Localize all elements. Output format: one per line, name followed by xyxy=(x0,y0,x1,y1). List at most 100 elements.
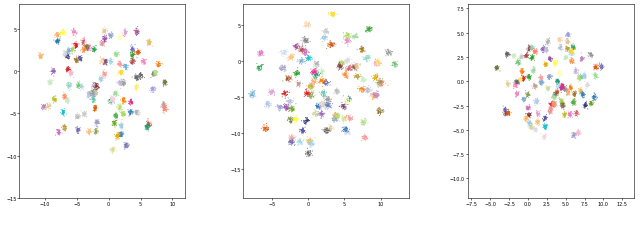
Point xyxy=(100,74,110,78)
Point xyxy=(52,128,63,132)
Point xyxy=(52,131,63,135)
Point xyxy=(536,83,546,87)
Point xyxy=(72,86,83,89)
Point xyxy=(510,55,520,58)
Point xyxy=(92,83,102,86)
Point xyxy=(550,62,561,66)
Point xyxy=(307,86,317,90)
Point xyxy=(550,96,560,100)
Point xyxy=(570,97,580,101)
Point xyxy=(97,44,108,47)
Point xyxy=(276,50,286,54)
Point xyxy=(516,71,527,75)
Point xyxy=(362,90,372,94)
Point xyxy=(513,82,523,86)
Point xyxy=(372,60,382,63)
Point xyxy=(287,119,298,123)
Point xyxy=(111,92,122,96)
Point xyxy=(45,83,55,86)
Point xyxy=(570,72,580,76)
Point xyxy=(319,103,330,106)
Point xyxy=(529,67,540,71)
Point xyxy=(556,48,566,52)
Point xyxy=(572,132,582,136)
Point xyxy=(374,81,385,85)
Point xyxy=(288,140,298,143)
Point xyxy=(70,45,81,49)
Point xyxy=(300,21,310,25)
Point xyxy=(284,56,294,60)
Point xyxy=(358,47,368,51)
Point xyxy=(579,74,589,78)
Point xyxy=(525,47,535,51)
Point xyxy=(572,114,582,118)
Point xyxy=(355,87,365,91)
Point xyxy=(316,80,326,83)
Point xyxy=(567,51,577,55)
Point xyxy=(300,38,310,42)
Point xyxy=(548,93,559,97)
Point xyxy=(522,116,532,119)
Point xyxy=(99,44,109,47)
Point xyxy=(569,102,579,106)
Point xyxy=(106,34,116,37)
Point xyxy=(120,32,130,36)
Point xyxy=(512,79,522,83)
Point xyxy=(511,83,522,87)
Point xyxy=(100,59,110,63)
Point xyxy=(100,73,111,76)
Point xyxy=(108,147,118,150)
Point xyxy=(371,95,381,99)
Point xyxy=(117,35,127,39)
Point xyxy=(542,43,552,47)
Point xyxy=(127,54,137,57)
Point xyxy=(342,39,353,43)
Point xyxy=(118,113,129,117)
Point xyxy=(118,36,128,40)
Point xyxy=(371,65,381,68)
Point xyxy=(502,110,512,114)
Point xyxy=(534,99,544,103)
Point xyxy=(317,69,328,73)
Point xyxy=(554,98,564,102)
Point xyxy=(570,92,580,96)
Point xyxy=(49,69,60,73)
Point xyxy=(372,60,382,63)
Point xyxy=(344,59,354,63)
Point xyxy=(144,40,154,43)
Point xyxy=(554,85,564,89)
Point xyxy=(300,23,310,26)
Point xyxy=(140,126,150,130)
Point xyxy=(502,53,513,57)
Point xyxy=(141,126,151,129)
Point xyxy=(543,86,553,89)
Point xyxy=(518,98,528,102)
Point xyxy=(556,49,566,52)
Point xyxy=(522,112,532,116)
Point xyxy=(306,140,316,144)
Point xyxy=(516,78,526,82)
Point xyxy=(282,77,292,81)
Point xyxy=(307,85,317,88)
Point xyxy=(550,65,560,69)
Point xyxy=(84,93,95,97)
Point xyxy=(563,34,573,38)
Point xyxy=(544,74,554,77)
Point xyxy=(301,24,312,28)
Point xyxy=(314,75,324,78)
Point xyxy=(326,43,337,47)
Point xyxy=(338,128,348,132)
Point xyxy=(46,80,56,83)
Point xyxy=(148,87,159,91)
Point xyxy=(160,81,170,84)
Point xyxy=(294,141,305,145)
Point xyxy=(315,108,325,111)
Point xyxy=(373,65,383,69)
Point xyxy=(301,39,311,42)
Point xyxy=(317,113,328,116)
Point xyxy=(116,83,126,86)
Point xyxy=(307,90,317,93)
Point xyxy=(287,138,297,142)
Point xyxy=(316,102,326,106)
Point xyxy=(341,98,351,102)
